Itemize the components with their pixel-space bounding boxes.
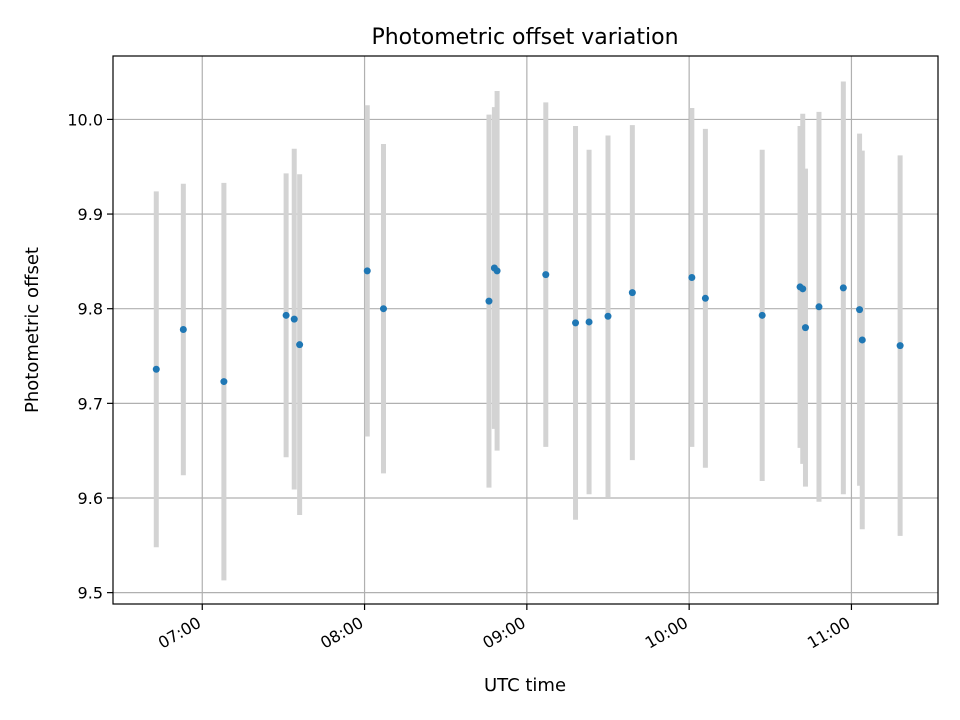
data-point [856, 306, 864, 314]
data-point [179, 326, 187, 334]
chart-title: Photometric offset variation [371, 25, 678, 50]
data-point [799, 285, 807, 293]
data-point [815, 303, 823, 311]
x-axis-label: UTC time [484, 675, 566, 696]
data-point [701, 294, 709, 302]
y-axis-label: Photometric offset [22, 247, 43, 413]
data-point [220, 378, 228, 386]
y-tick-label: 9.8 [78, 300, 103, 319]
data-point [296, 341, 304, 349]
data-point [858, 336, 866, 344]
data-points [152, 264, 904, 386]
data-point [628, 289, 636, 297]
y-tick-label: 10.0 [67, 110, 103, 129]
y-tick-label: 9.7 [78, 394, 103, 413]
data-point [758, 311, 766, 319]
data-point [282, 311, 290, 319]
data-point [485, 297, 493, 305]
y-tick-label: 9.5 [78, 584, 103, 603]
y-tick-label: 9.9 [78, 205, 103, 224]
data-point [363, 267, 371, 275]
data-point [542, 271, 550, 279]
data-point [493, 267, 501, 275]
data-point [839, 284, 847, 292]
data-point [801, 324, 809, 332]
data-point [572, 319, 580, 327]
data-point [604, 312, 612, 320]
y-tick-label: 9.6 [78, 489, 103, 508]
plot-frame [112, 55, 939, 605]
data-point [896, 342, 904, 350]
data-point [688, 273, 696, 281]
data-point [379, 305, 387, 313]
data-point [290, 315, 298, 323]
data-point [152, 365, 160, 373]
data-point [585, 318, 593, 326]
